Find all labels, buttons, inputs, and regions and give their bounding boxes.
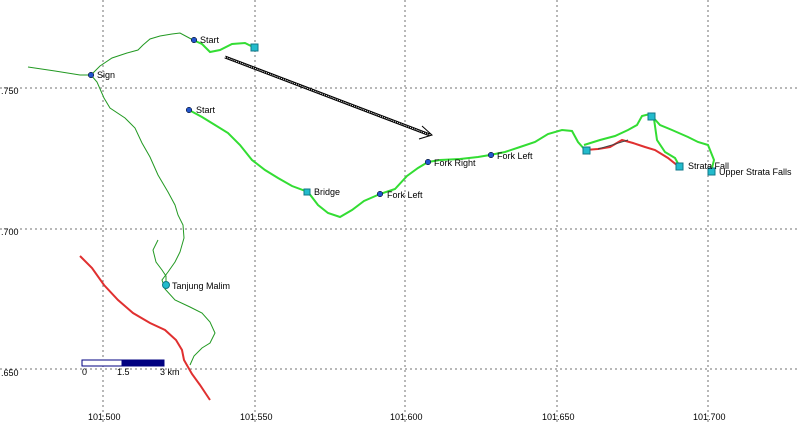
marker-upper-strata-falls[interactable] [707,167,716,176]
direction-arrow [224,55,433,140]
active-track-north [192,39,256,54]
trail-spur [152,239,167,285]
active-track-main [188,109,591,219]
scale-bar-segment-1 [81,359,123,367]
active-track-falls [653,118,681,168]
road-track [79,255,211,401]
active-track-east [583,112,716,173]
label-start-north: Start [200,35,220,45]
marker-north-end[interactable] [250,43,259,52]
lon-label-5: 101.700 [693,412,726,422]
lon-axis-labels: 101.500 101.550 101.600 101.650 101.700 [88,412,726,422]
scale-bar-label-3km: 3 km [160,367,180,377]
waypoint-dot-fork-left-2[interactable] [487,151,495,159]
label-fork-left-2: Fork Left [497,151,533,161]
trail-north [90,32,194,76]
label-fork-right: Fork Right [434,158,476,168]
waypoint-dot-fork-right[interactable] [424,158,432,166]
lat-label-3: .650 [1,368,19,378]
marker-fork-junction[interactable] [582,146,591,155]
waypoint-labels: Sign Start Start Bridge Fork Left Fork R… [97,35,792,291]
waypoint-dot-fork-left-1[interactable] [376,190,384,198]
road-track-east [584,138,679,167]
label-bridge: Bridge [314,187,340,197]
lon-label-2: 101.550 [240,412,273,422]
lat-axis-labels: .750 .700 .650 [1,86,19,378]
marker-strata-fall[interactable] [675,162,684,171]
scale-bar-label-0: 0 [82,367,87,377]
lat-label-2: .700 [1,227,19,237]
scale-bar-label-1-5: 1.5 [117,367,130,377]
label-start: Start [196,105,216,115]
marker-peak[interactable] [647,112,656,121]
trail-track [27,66,216,366]
label-sign: Sign [97,70,115,80]
lon-label-1: 101.500 [88,412,121,422]
waypoint-dots [87,36,495,198]
markers [162,43,716,289]
lon-label-4: 101.650 [542,412,575,422]
label-strata-fall: Strata Fall [688,161,729,171]
scale-bar: 0 1.5 3 km [81,359,180,377]
label-tanjung-malim: Tanjung Malim [172,281,230,291]
waypoint-dot-start[interactable] [185,106,193,114]
waypoint-dot-start-north[interactable] [190,36,198,44]
lat-label-1: .750 [1,86,19,96]
waypoint-dot-sign[interactable] [87,71,95,79]
scale-bar-segment-2 [121,359,165,367]
lon-label-3: 101.600 [390,412,423,422]
label-upper-strata-falls: Upper Strata Falls [719,167,792,177]
marker-tanjung-malim[interactable] [162,281,170,289]
dark-segment-east [597,139,629,150]
marker-bridge[interactable] [303,188,311,196]
label-fork-left-1: Fork Left [387,190,423,200]
